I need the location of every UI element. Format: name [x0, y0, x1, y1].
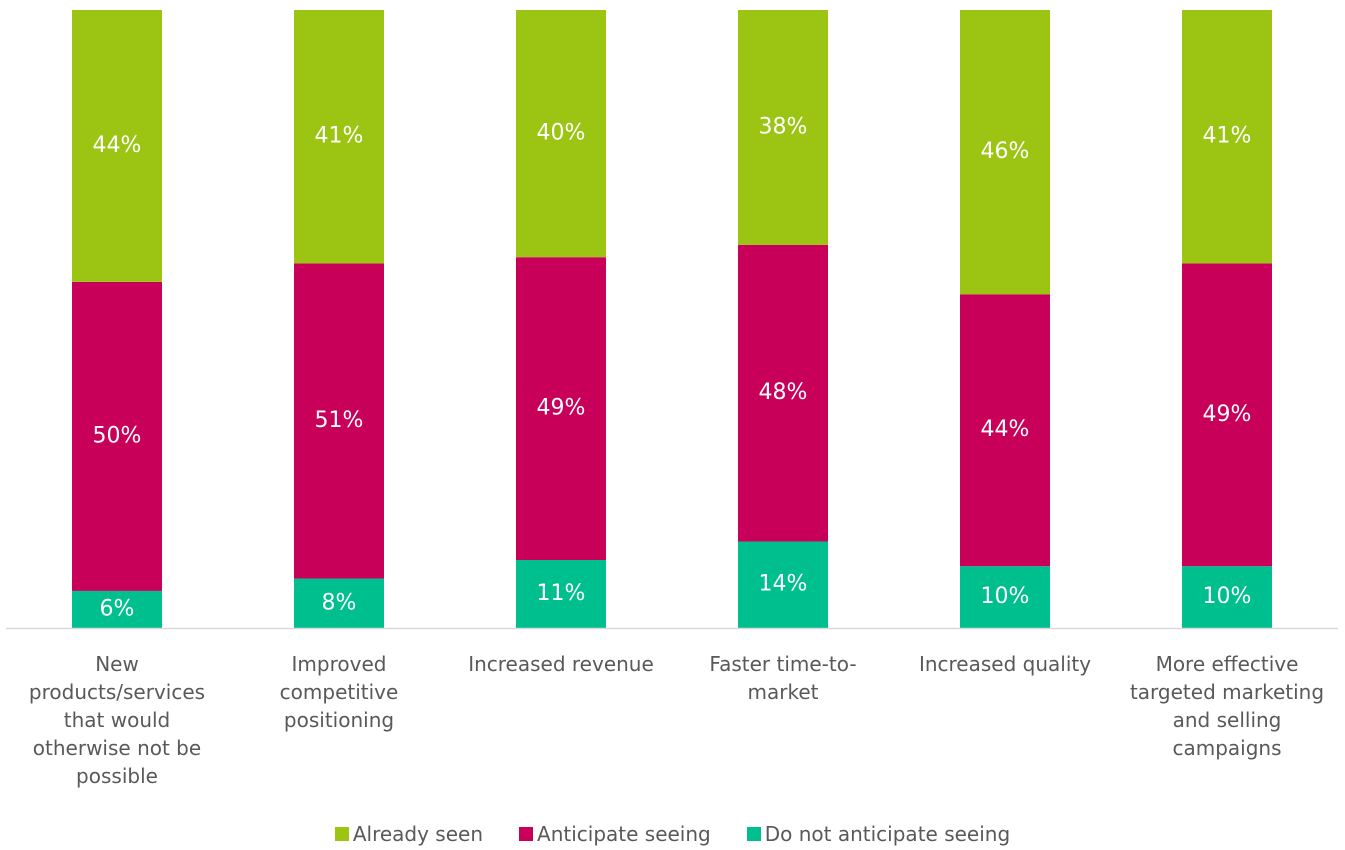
value-label: 14%	[759, 572, 808, 597]
value-label: 49%	[537, 396, 586, 421]
bar-segment	[516, 10, 606, 258]
bar-segment	[294, 10, 384, 264]
x-tick-label: Increased revenue	[468, 652, 654, 676]
value-label: 10%	[1203, 584, 1252, 609]
legend-item: Do not anticipate seeing	[746, 822, 1011, 846]
value-label: 6%	[100, 596, 135, 621]
value-label: 41%	[315, 124, 364, 149]
value-label: 51%	[315, 408, 364, 433]
value-label: 41%	[1203, 124, 1252, 149]
value-label: 40%	[537, 121, 586, 146]
legend-label: Already seen	[352, 822, 484, 846]
legend-label: Do not anticipate seeing	[764, 822, 1011, 846]
value-label: 8%	[322, 590, 357, 615]
bar-segment	[294, 578, 384, 628]
x-tick-label: Improved competitive positioning	[279, 652, 399, 732]
value-label: 44%	[981, 417, 1030, 442]
value-label: 11%	[537, 581, 586, 606]
value-label: 10%	[981, 584, 1030, 609]
bar-segment	[1182, 10, 1272, 264]
bar-segment	[960, 10, 1050, 295]
bar-segment	[1182, 566, 1272, 628]
bar-segment	[1182, 263, 1272, 567]
bar-segment	[516, 257, 606, 561]
x-tick-label: New products/services that would otherwi…	[28, 652, 206, 788]
legend-swatch	[519, 827, 534, 841]
x-tick-label: Faster time-to-market	[709, 652, 857, 704]
value-label: 50%	[93, 423, 142, 448]
bar-segment	[294, 263, 384, 579]
bar-segment	[72, 281, 162, 591]
bar-segment	[516, 560, 606, 628]
legend-item: Already seen	[334, 822, 484, 846]
legend-swatch	[746, 827, 761, 841]
bar-segment	[738, 541, 828, 628]
legend: Already seen Anticipate seeing Do not anti…	[0, 822, 1345, 846]
legend-swatch	[334, 827, 349, 841]
legend-label: Anticipate seeing	[537, 822, 711, 846]
bar-segment	[738, 10, 828, 245]
value-label: 49%	[1203, 402, 1252, 427]
bar-segment	[738, 244, 828, 542]
bar-segment	[960, 294, 1050, 567]
bar-segment	[960, 566, 1050, 628]
value-label: 38%	[759, 114, 808, 139]
value-label: 48%	[759, 380, 808, 405]
bar-segment	[72, 10, 162, 282]
value-label: 44%	[93, 133, 142, 158]
value-label: 46%	[981, 139, 1030, 164]
x-tick-label: More effective targeted marketing and se…	[1129, 652, 1325, 760]
legend-item: Anticipate seeing	[519, 822, 711, 846]
bar-segment	[72, 590, 162, 628]
x-tick-label: Increased quality	[918, 652, 1092, 676]
